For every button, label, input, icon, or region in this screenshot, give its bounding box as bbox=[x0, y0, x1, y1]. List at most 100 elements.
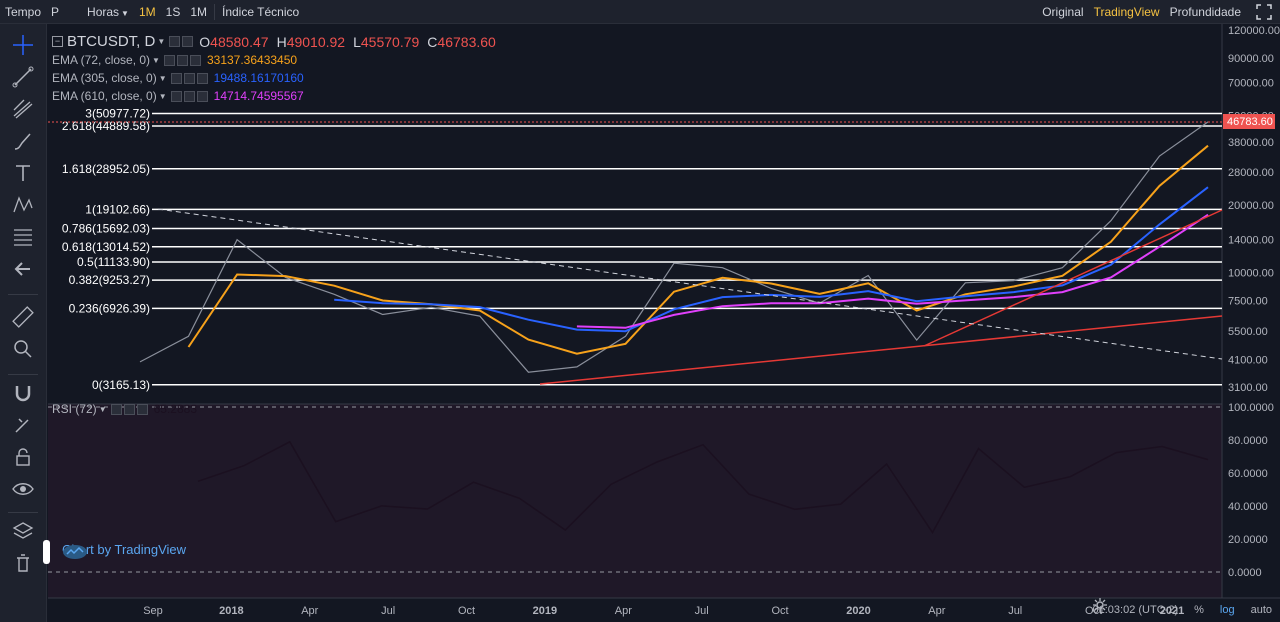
interval-1m-button[interactable]: 1M bbox=[138, 4, 156, 19]
ema305-value: 19488.16170160 bbox=[213, 71, 304, 85]
ema610-value: 14714.74595567 bbox=[213, 89, 304, 103]
indicator-lines bbox=[48, 121, 1223, 534]
settings-icon[interactable] bbox=[176, 54, 188, 66]
tradingview-logo[interactable]: Chart by TradingView bbox=[62, 542, 186, 559]
ema305-label[interactable]: EMA (305, close, 0) bbox=[52, 71, 157, 85]
interval-unit-select[interactable]: Horas ▼ bbox=[82, 0, 134, 24]
pattern-icon[interactable] bbox=[10, 192, 36, 218]
fib-level-label: 0.236(6926.39) bbox=[69, 301, 150, 315]
pane-resize-handle[interactable] bbox=[43, 540, 50, 564]
price-tick-label: 3100.00 bbox=[1228, 382, 1268, 394]
settings-icon[interactable] bbox=[183, 72, 195, 84]
tool-divider bbox=[8, 374, 38, 375]
time-tick-label: Apr bbox=[301, 605, 318, 617]
rsi-line bbox=[197, 440, 1209, 534]
ohlc-low-value: 45570.79 bbox=[360, 33, 420, 50]
interval-1s-button[interactable]: 1S bbox=[165, 4, 181, 19]
ema72-label[interactable]: EMA (72, close, 0) bbox=[52, 53, 151, 67]
rsi-tick-label: 0.0000 bbox=[1228, 567, 1262, 579]
chevron-down-icon[interactable]: ▼ bbox=[152, 55, 160, 65]
eye-icon[interactable] bbox=[163, 54, 175, 66]
gear-icon[interactable] bbox=[1092, 598, 1107, 612]
eye-icon[interactable] bbox=[170, 72, 182, 84]
settings-icon[interactable] bbox=[183, 90, 195, 102]
rsi-tick-label: 60.0000 bbox=[1228, 468, 1268, 480]
chevron-down-icon[interactable]: ▼ bbox=[158, 91, 167, 101]
auto-scale-button[interactable]: auto bbox=[1250, 604, 1272, 616]
time-tick-label: Jul bbox=[1008, 605, 1022, 617]
layers-icon[interactable] bbox=[10, 518, 36, 544]
eye-icon[interactable] bbox=[170, 90, 182, 102]
rsi-label[interactable]: RSI (72) bbox=[52, 402, 97, 416]
rsi-legend: RSI (72) ▼ 65.2883 bbox=[52, 402, 197, 416]
collapse-legend-icon[interactable]: − bbox=[52, 36, 63, 47]
close-icon[interactable] bbox=[189, 54, 201, 66]
trend-line-icon[interactable] bbox=[10, 64, 36, 90]
view-tradingview-button[interactable]: TradingView bbox=[1093, 5, 1160, 19]
interval-unit-value: Horas bbox=[87, 4, 120, 19]
price-tick-label: 38000.00 bbox=[1228, 137, 1274, 149]
time-tick-label: 2018 bbox=[219, 605, 243, 617]
close-icon[interactable] bbox=[196, 72, 208, 84]
ohlc-open-label: O bbox=[199, 33, 211, 50]
price-tick-label: 70000.00 bbox=[1228, 78, 1274, 90]
trash-icon[interactable] bbox=[10, 550, 36, 576]
price-chart[interactable]: 3(50977.72)2.618(44889.58) 1.618(28952.05… bbox=[48, 24, 1280, 622]
interval-1month-button[interactable]: 1M bbox=[190, 4, 207, 19]
rsi-value: 65.2883 bbox=[153, 402, 197, 416]
ema610-legend: EMA (610, close, 0) ▼ 14714.74595567 bbox=[52, 89, 304, 103]
settings-icon[interactable] bbox=[123, 403, 135, 415]
fib-level-label: 0.382(9253.27) bbox=[69, 273, 150, 287]
close-icon[interactable] bbox=[196, 90, 208, 102]
chart-type-select[interactable]: P bbox=[46, 0, 82, 24]
eye-icon[interactable] bbox=[182, 36, 194, 47]
chart-area[interactable]: 3(50977.72) 2.618(44889.58) 1.618(28952.05… bbox=[48, 24, 1280, 622]
time-axis: Sep 2018 Apr Jul Oct 2019 Apr Jul Oct 2020 Apr Jul O… bbox=[143, 605, 1184, 617]
settings-icon[interactable] bbox=[169, 36, 181, 47]
pitchfork-icon[interactable] bbox=[10, 96, 36, 122]
brush-icon[interactable] bbox=[10, 128, 36, 154]
price-axis: 120000.0090000.0070000.0050000.0038000.0… bbox=[1228, 25, 1280, 394]
chevron-down-icon[interactable]: ▼ bbox=[98, 404, 107, 414]
fib-levels: 3(50977.72)2.618(44889.58) 1.618(28952.05… bbox=[62, 107, 1222, 392]
view-depth-button[interactable]: Profundidade bbox=[1169, 5, 1241, 19]
time-tick-label: 2019 bbox=[533, 605, 557, 617]
price-tick-label: 14000.00 bbox=[1228, 235, 1274, 247]
price-tick-label: 120000.00 bbox=[1228, 25, 1280, 37]
ohlc-close-label: C bbox=[427, 33, 438, 50]
chart-footer: 01:03:02 (UTC-2) % log auto bbox=[1085, 598, 1280, 622]
symbol-legend: − BTCUSDT, D ▼ O 48580.47 H 49010.92 L 4557… bbox=[52, 33, 496, 50]
time-tick-label: Apr bbox=[928, 605, 945, 617]
time-tick-label: Jul bbox=[381, 605, 395, 617]
arrow-left-icon[interactable] bbox=[10, 256, 36, 282]
fib-retracement-icon[interactable] bbox=[10, 224, 36, 250]
text-icon[interactable] bbox=[10, 160, 36, 186]
time-tick-label: 2021 bbox=[1160, 605, 1184, 617]
view-original-button[interactable]: Original bbox=[1042, 5, 1084, 19]
chevron-down-icon[interactable]: ▼ bbox=[158, 73, 167, 83]
price-tick-label: 20000.00 bbox=[1228, 200, 1274, 212]
indicators-button[interactable]: Índice Técnico bbox=[222, 4, 300, 19]
last-price-tag: 46783.60 bbox=[1223, 114, 1275, 129]
chart-type-value: P bbox=[51, 4, 60, 19]
fullscreen-icon[interactable] bbox=[1256, 4, 1272, 20]
crosshair-icon[interactable] bbox=[10, 32, 36, 58]
ohlc-high-value: 49010.92 bbox=[286, 33, 346, 50]
lock-drawing-icon[interactable] bbox=[10, 412, 36, 438]
lock-icon[interactable] bbox=[10, 444, 36, 470]
symbol-name[interactable]: BTCUSDT, D bbox=[67, 33, 156, 50]
legend-actions bbox=[170, 90, 210, 102]
price-tick-label: 5500.00 bbox=[1228, 326, 1268, 338]
ruler-icon[interactable] bbox=[10, 304, 36, 330]
close-icon[interactable] bbox=[136, 403, 148, 415]
chevron-down-icon[interactable]: ▼ bbox=[157, 37, 166, 46]
log-scale-button[interactable]: log bbox=[1219, 604, 1235, 616]
percent-scale-button[interactable]: % bbox=[1194, 604, 1204, 616]
price-series-line bbox=[139, 121, 1209, 373]
ema610-label[interactable]: EMA (610, close, 0) bbox=[52, 89, 157, 103]
zoom-icon[interactable] bbox=[10, 336, 36, 362]
eye-icon[interactable] bbox=[10, 476, 36, 502]
magnet-icon[interactable] bbox=[10, 380, 36, 406]
time-tick-label: Oct bbox=[772, 605, 789, 617]
eye-icon[interactable] bbox=[110, 403, 122, 415]
